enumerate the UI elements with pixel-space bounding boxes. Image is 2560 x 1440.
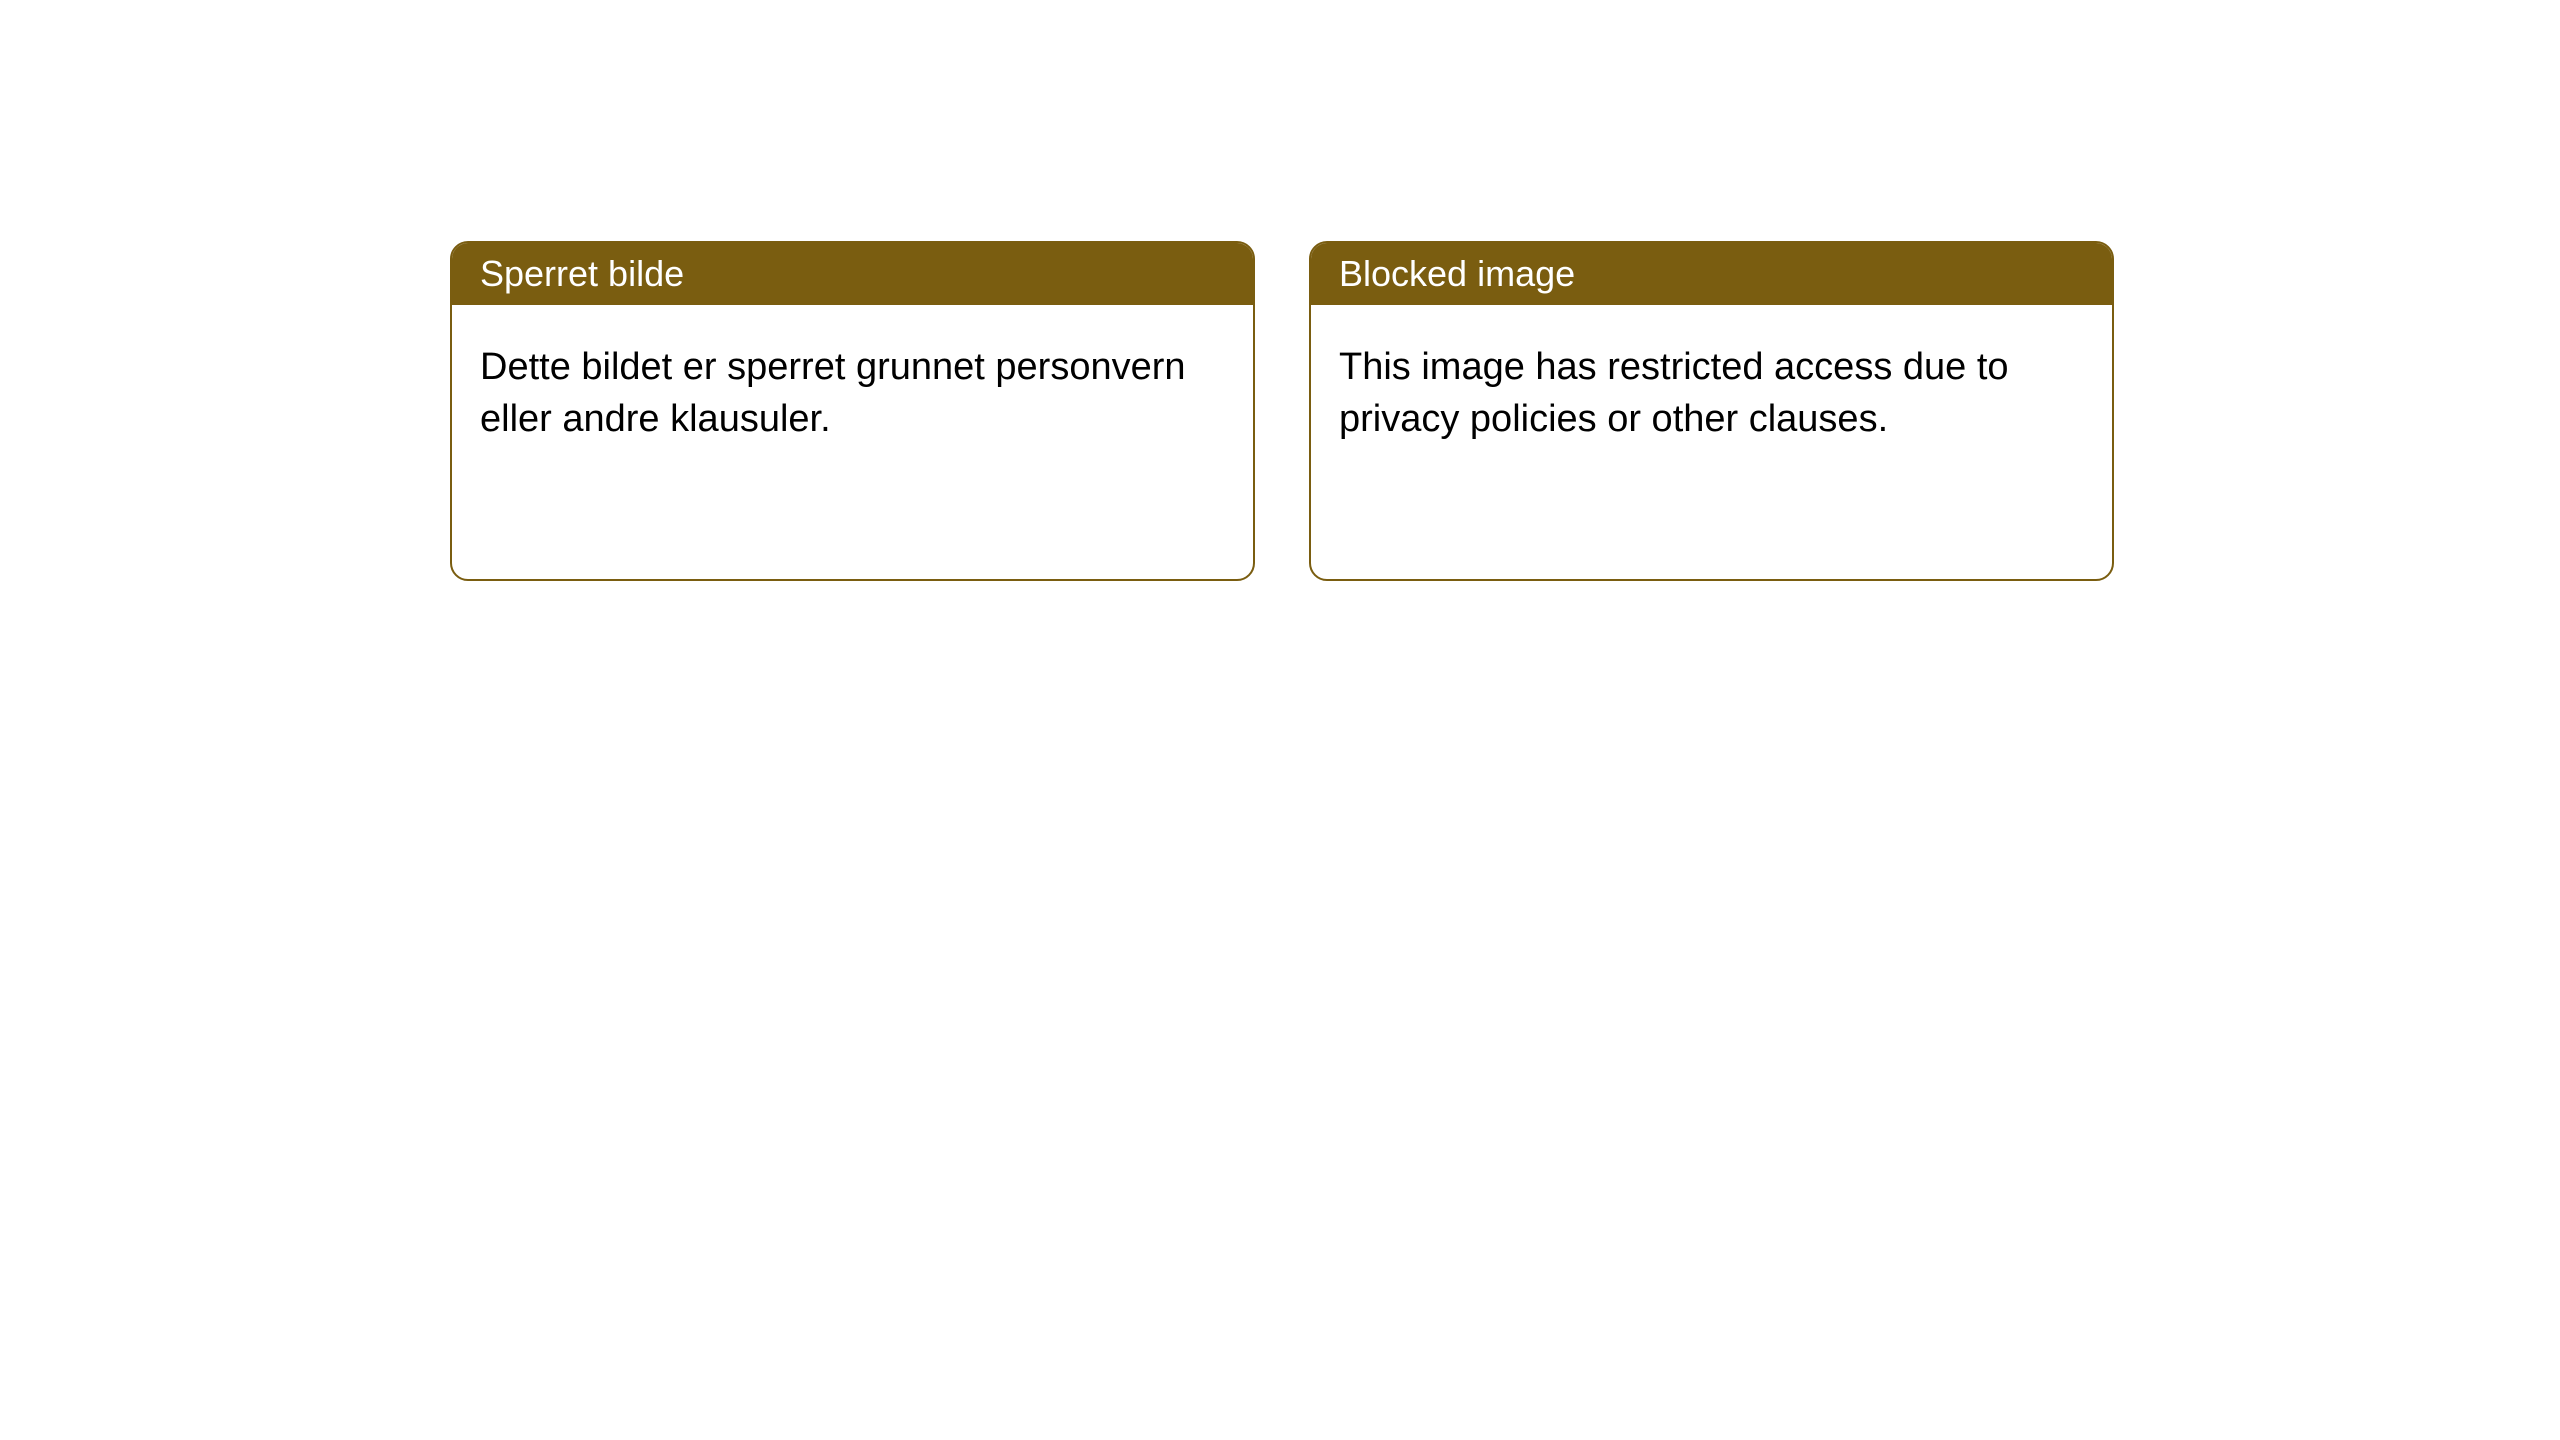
- notice-title: Blocked image: [1339, 253, 1575, 294]
- notice-container: Sperret bilde Dette bildet er sperret gr…: [0, 0, 2560, 581]
- notice-header: Sperret bilde: [452, 243, 1253, 305]
- notice-card-norwegian: Sperret bilde Dette bildet er sperret gr…: [450, 241, 1255, 581]
- notice-body: Dette bildet er sperret grunnet personve…: [452, 305, 1253, 482]
- notice-title: Sperret bilde: [480, 253, 684, 294]
- notice-message: Dette bildet er sperret grunnet personve…: [480, 346, 1186, 440]
- notice-card-english: Blocked image This image has restricted …: [1309, 241, 2114, 581]
- notice-body: This image has restricted access due to …: [1311, 305, 2112, 482]
- notice-message: This image has restricted access due to …: [1339, 346, 2009, 440]
- notice-header: Blocked image: [1311, 243, 2112, 305]
